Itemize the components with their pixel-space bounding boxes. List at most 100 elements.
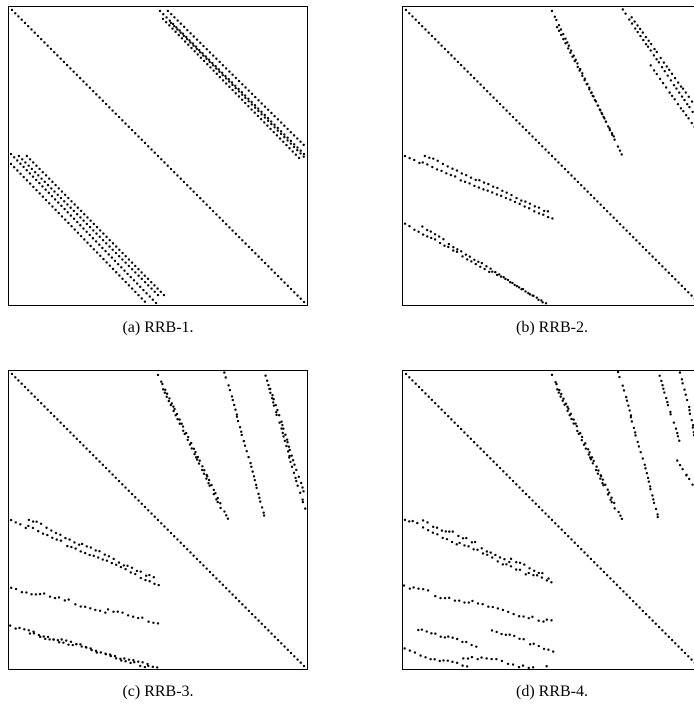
nonzero-dot — [591, 462, 595, 465]
nonzero-dot — [688, 412, 692, 416]
nonzero-dot — [232, 403, 236, 407]
nonzero-dot — [427, 31, 430, 34]
nonzero-dot — [657, 261, 661, 265]
nonzero-dot — [580, 548, 583, 551]
nonzero-dot — [654, 507, 658, 511]
nonzero-dot — [254, 616, 257, 619]
nonzero-dot — [198, 51, 202, 54]
nonzero-dot — [662, 61, 666, 64]
nonzero-dot — [480, 261, 484, 265]
nonzero-dot — [458, 541, 461, 545]
nonzero-dot — [591, 94, 594, 98]
nonzero-dot — [179, 22, 183, 25]
nonzero-dot — [38, 167, 41, 171]
nonzero-dot — [192, 447, 196, 450]
nonzero-dot — [257, 492, 260, 496]
nonzero-dot — [486, 189, 489, 192]
nonzero-dot — [94, 649, 98, 653]
nonzero-dot — [461, 664, 464, 667]
nonzero-dot — [532, 294, 535, 297]
nonzero-dot — [72, 70, 75, 73]
nonzero-dot — [234, 76, 238, 80]
nonzero-dot — [469, 437, 473, 441]
nonzero-dot — [411, 379, 414, 382]
nonzero-dot — [260, 102, 263, 105]
nonzero-dot — [601, 478, 605, 481]
nonzero-dot — [668, 91, 671, 94]
nonzero-dot — [228, 80, 231, 83]
nonzero-dot — [453, 57, 456, 60]
nonzero-dot — [512, 612, 515, 616]
nonzero-dot — [114, 251, 118, 255]
nonzero-dot — [638, 606, 641, 609]
nonzero-dot — [585, 83, 588, 86]
nonzero-dot — [35, 188, 38, 192]
nonzero-dot — [164, 388, 167, 391]
nonzero-dot — [289, 139, 293, 143]
nonzero-dot — [40, 177, 43, 180]
nonzero-dot — [636, 30, 639, 34]
nonzero-dot — [676, 102, 680, 106]
nonzero-dot — [561, 399, 564, 402]
nonzero-dot — [557, 525, 560, 528]
nonzero-dot — [301, 500, 305, 504]
nonzero-dot — [53, 415, 56, 418]
nonzero-dot — [118, 274, 121, 277]
nonzero-dot — [113, 259, 117, 263]
nonzero-dot — [430, 34, 434, 38]
nonzero-dot — [502, 275, 505, 279]
nonzero-dot — [202, 200, 205, 203]
nonzero-dot — [199, 41, 202, 45]
nonzero-dot — [195, 557, 199, 561]
nonzero-dot — [489, 457, 492, 460]
nonzero-dot — [495, 193, 499, 196]
nonzero-dot — [550, 581, 553, 584]
nonzero-dot — [492, 460, 495, 463]
sparsity-plot-rrb-1 — [8, 6, 308, 306]
nonzero-dot — [215, 577, 218, 580]
nonzero-dot — [101, 558, 104, 561]
nonzero-dot — [661, 265, 664, 268]
nonzero-dot — [250, 612, 254, 616]
nonzero-dot — [499, 275, 503, 278]
nonzero-dot — [667, 635, 671, 639]
nonzero-dot — [654, 258, 657, 261]
nonzero-dot — [160, 380, 163, 383]
nonzero-dot — [241, 93, 244, 96]
nonzero-dot — [448, 530, 451, 533]
nonzero-dot — [141, 616, 144, 619]
nonzero-dot — [33, 170, 37, 174]
nonzero-dot — [417, 587, 420, 590]
nonzero-dot — [33, 395, 36, 398]
nonzero-dot — [189, 41, 192, 44]
nonzero-dot — [421, 161, 424, 164]
nonzero-dot — [599, 567, 602, 570]
nonzero-dot — [464, 173, 468, 177]
nonzero-dot — [564, 42, 567, 45]
nonzero-dot — [457, 534, 460, 538]
nonzero-dot — [224, 67, 228, 70]
nonzero-dot — [582, 443, 586, 446]
nonzero-dot — [95, 251, 99, 254]
nonzero-dot — [69, 206, 72, 209]
nonzero-dot — [463, 431, 466, 434]
nonzero-dot — [130, 261, 134, 264]
nonzero-dot — [181, 425, 185, 428]
nonzero-dot — [504, 633, 508, 637]
nonzero-dot — [424, 392, 427, 395]
nonzero-dot — [520, 288, 523, 291]
nonzero-dot — [67, 598, 70, 601]
nonzero-dot — [676, 431, 679, 435]
nonzero-dot — [531, 666, 535, 669]
nonzero-dot — [12, 166, 16, 169]
nonzero-dot — [65, 639, 68, 642]
nonzero-dot — [690, 418, 693, 422]
nonzero-dot — [211, 61, 214, 65]
nonzero-dot — [194, 45, 198, 48]
nonzero-dot — [185, 35, 188, 39]
nonzero-dot — [270, 111, 273, 115]
nonzero-dot — [144, 578, 147, 582]
nonzero-dot — [554, 522, 557, 525]
nonzero-dot — [666, 400, 669, 404]
nonzero-dot — [557, 29, 561, 33]
